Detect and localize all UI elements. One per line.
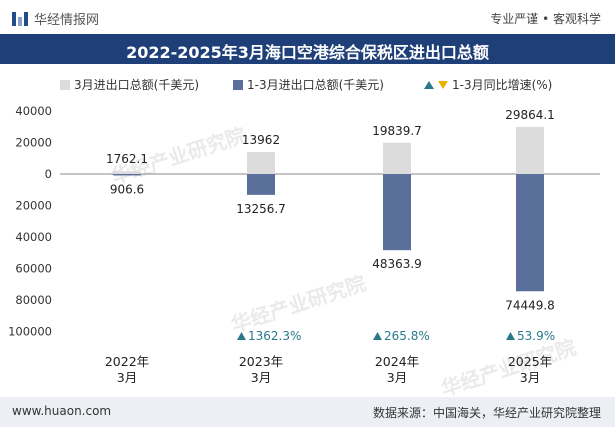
triangle-down-icon bbox=[438, 80, 448, 89]
x-tick-label: 2022年 bbox=[105, 354, 149, 369]
legend-swatch-ytd bbox=[233, 79, 243, 90]
bar-chart: 40000 20000 0 20000 40000 60000 80000 100000 202… bbox=[8, 104, 600, 385]
y-tick-label: 40000 bbox=[15, 230, 52, 244]
y-axis: 40000 20000 0 20000 40000 60000 80000 100000 202… bbox=[8, 104, 600, 385]
y-tick-label: 60000 bbox=[15, 262, 52, 276]
value-label-march: 19839.7 bbox=[372, 124, 422, 138]
bars bbox=[113, 126, 544, 292]
x-tick-label: 3月 bbox=[387, 370, 407, 385]
growth-up-marker bbox=[506, 332, 515, 340]
legend-item-growth: 1-3月同比增速(%) bbox=[424, 76, 552, 93]
brand: 华经情报网 bbox=[12, 9, 99, 28]
legend-label-growth: 1-3月同比增速(%) bbox=[452, 78, 553, 92]
legend-item-ytd: 1-3月进出口总额(千美元) bbox=[233, 76, 384, 93]
brand-name: 华经情报网 bbox=[34, 13, 100, 28]
bar-ytd bbox=[113, 174, 141, 176]
x-tick-label: 3月 bbox=[251, 370, 271, 385]
top-bar: 华经情报网 专业严谨 • 客观科学 bbox=[0, 0, 615, 34]
y-tick-label: 80000 bbox=[15, 293, 52, 307]
value-label-ytd: 13256.7 bbox=[236, 202, 286, 216]
x-tick-label: 3月 bbox=[117, 370, 137, 385]
legend-label-march: 3月进出口总额(千美元) bbox=[74, 78, 199, 92]
legend-swatch-march bbox=[60, 79, 70, 90]
bar-ytd bbox=[516, 174, 544, 292]
footer-url: www.huaon.com bbox=[12, 404, 112, 418]
bar-march bbox=[247, 152, 275, 174]
bar-ytd bbox=[383, 174, 411, 251]
value-labels: 1762.1 906.6 13962 13256.7 1362.3% 19839.7 483… bbox=[106, 108, 555, 343]
y-tick-label: 40000 bbox=[15, 104, 52, 118]
x-tick-label: 2024年 bbox=[375, 354, 419, 369]
triangle-up-icon bbox=[424, 80, 434, 89]
bar-ytd bbox=[247, 174, 275, 195]
y-tick-label: 100000 bbox=[8, 325, 52, 339]
value-label-march: 13962 bbox=[242, 133, 280, 147]
bar-march bbox=[113, 171, 141, 174]
growth-label: 1362.3% bbox=[248, 329, 301, 343]
tagline: 专业严谨 • 客观科学 bbox=[490, 12, 601, 26]
value-label-ytd: 74449.8 bbox=[505, 298, 555, 312]
bar-march bbox=[516, 126, 544, 174]
growth-label: 265.8% bbox=[384, 329, 430, 343]
y-tick-label: 0 bbox=[45, 167, 52, 181]
growth-up-marker bbox=[237, 332, 246, 340]
value-label-march: 1762.1 bbox=[106, 152, 148, 166]
legend-item-march: 3月进出口总额(千美元) bbox=[60, 76, 199, 93]
growth-label: 53.9% bbox=[517, 329, 555, 343]
brand-logo-icon bbox=[12, 11, 28, 26]
bar-march bbox=[383, 142, 411, 174]
value-label-march: 29864.1 bbox=[505, 108, 555, 122]
value-label-ytd: 48363.9 bbox=[372, 257, 422, 271]
chart-title: 2022-2025年3月海口空港综合保税区进出口总额 bbox=[126, 43, 489, 62]
growth-up-marker bbox=[373, 332, 382, 340]
x-tick-label: 2025年 bbox=[508, 354, 552, 369]
footer-source: 数据来源：中国海关，华经产业研究院整理 bbox=[372, 406, 601, 420]
x-tick-label: 2023年 bbox=[239, 354, 283, 369]
legend-label-ytd: 1-3月进出口总额(千美元) bbox=[247, 78, 384, 92]
x-tick-label: 3月 bbox=[520, 370, 540, 385]
footer: www.huaon.com 数据来源：中国海关，华经产业研究院整理 bbox=[0, 397, 615, 427]
value-label-ytd: 906.6 bbox=[110, 182, 144, 196]
y-tick-label: 20000 bbox=[15, 136, 52, 150]
y-tick-label: 20000 bbox=[15, 199, 52, 213]
title-bar: 2022-2025年3月海口空港综合保税区进出口总额 bbox=[0, 34, 615, 64]
